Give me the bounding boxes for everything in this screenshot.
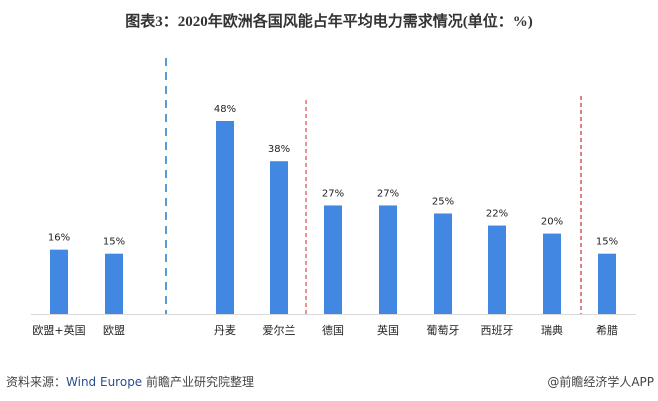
source-label: 资料来源：	[6, 375, 67, 389]
category-label: 希腊	[596, 323, 618, 337]
bar	[216, 121, 234, 314]
source-note: 资料来源：Wind Europe 前瞻产业研究院整理	[6, 373, 254, 390]
data-label: 20%	[541, 217, 563, 228]
chart-title: 图表3：2020年欧洲各国风能占年平均电力需求情况(单位：%)	[125, 14, 533, 30]
data-label: 27%	[322, 188, 344, 199]
category-label: 欧盟	[103, 324, 125, 337]
category-label: 德国	[322, 323, 344, 337]
bar	[324, 205, 342, 314]
bar	[543, 233, 561, 314]
bar	[270, 161, 288, 314]
bar	[434, 213, 452, 314]
category-label: 爱尔兰	[263, 324, 296, 337]
data-label: 48%	[214, 104, 236, 115]
category-label: 丹麦	[214, 324, 236, 337]
data-label: 22%	[486, 209, 508, 220]
data-label: 16%	[48, 233, 70, 244]
source-rest: 前瞻产业研究院整理	[142, 375, 255, 389]
data-label: 15%	[103, 237, 125, 248]
bar	[598, 253, 616, 314]
bar	[488, 225, 506, 314]
data-label: 38%	[268, 144, 290, 155]
data-label: 27%	[377, 188, 399, 199]
category-label: 瑞典	[541, 323, 563, 337]
source-org: Wind Europe	[66, 375, 143, 389]
bar	[50, 249, 68, 314]
category-label: 葡萄牙	[427, 324, 460, 337]
category-label: 西班牙	[481, 324, 514, 337]
data-label: 25%	[432, 196, 454, 207]
bar	[105, 253, 123, 314]
data-label: 15%	[596, 237, 618, 248]
bar	[379, 205, 397, 314]
category-label: 英国	[377, 323, 399, 337]
category-label: 欧盟+英国	[32, 323, 85, 337]
brand-label: @前瞻经济学人APP	[547, 375, 654, 389]
